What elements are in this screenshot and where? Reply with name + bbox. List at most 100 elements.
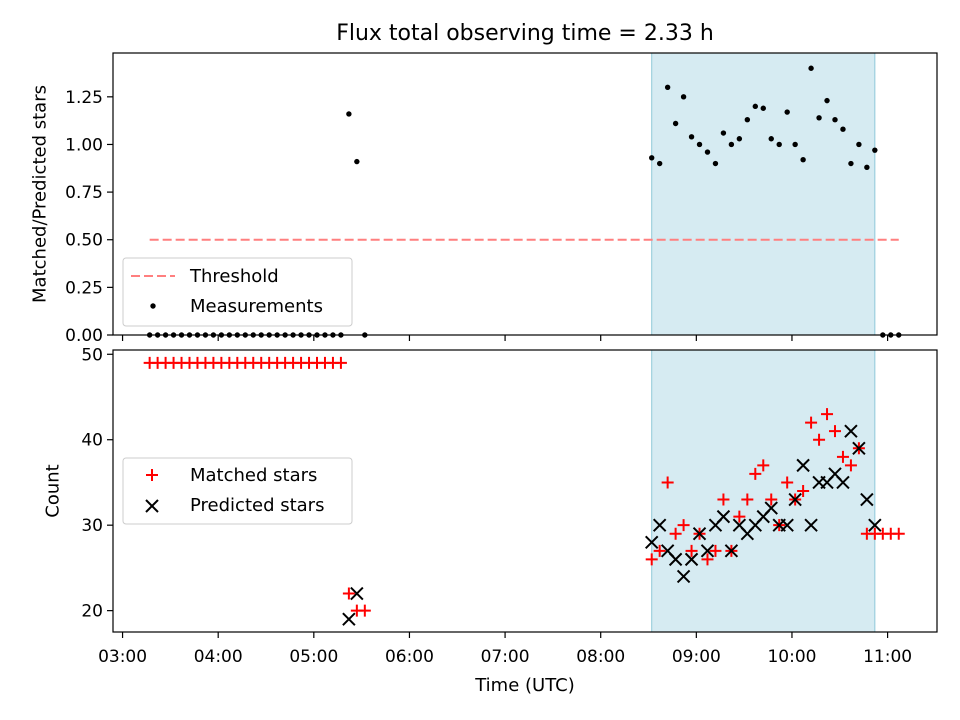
measurement-point xyxy=(784,109,790,115)
observing-span-top xyxy=(651,52,876,336)
bottom-y-axis-label: Count xyxy=(42,464,63,517)
measurement-point xyxy=(752,103,759,110)
matched-star-point xyxy=(661,476,674,489)
measurement-point xyxy=(656,160,663,167)
predicted-star-point xyxy=(836,475,850,490)
y-tick-label: 0.50 xyxy=(65,231,103,251)
x-tick-label: 03:00 xyxy=(98,647,147,667)
measurement-point xyxy=(864,164,870,171)
measurement-point xyxy=(848,160,854,167)
matched-star-point xyxy=(781,476,794,489)
top-y-ticks: 0.00 0.25 0.50 0.75 1.00 1.25 xyxy=(65,88,113,346)
top-y-axis-label: Matched/Predicted stars xyxy=(29,85,50,303)
measurement-point xyxy=(760,105,766,111)
measurement-point xyxy=(354,158,360,165)
measurement-point xyxy=(824,97,830,104)
y-tick-label: 20 xyxy=(81,602,103,622)
x-tick-label: 09:00 xyxy=(672,647,721,667)
measurement-point xyxy=(832,116,838,123)
observing-span-bottom xyxy=(651,349,876,633)
matched-star-point xyxy=(669,527,682,540)
matched-star-point xyxy=(733,510,746,523)
ratio-panel: 0.00 0.25 0.50 0.75 1.00 1.25 Matched/Predict… xyxy=(29,52,938,346)
legend-predicted-label: Predicted stars xyxy=(190,495,324,516)
bottom-axes-frame xyxy=(112,349,938,633)
predicted-star-point xyxy=(652,518,667,532)
matched-star-point xyxy=(709,544,722,557)
bottom-legend-box xyxy=(122,457,353,525)
measurement-points xyxy=(146,65,902,338)
y-tick-label: 0.00 xyxy=(65,326,103,346)
matched-star-point xyxy=(765,493,778,506)
measurement-point xyxy=(688,134,695,140)
measurement-point xyxy=(792,141,798,148)
legend-measurement-swatch xyxy=(150,303,156,309)
predicted-star-point xyxy=(668,552,683,567)
legend-predicted-swatch xyxy=(145,499,159,513)
matched-star-point xyxy=(836,450,849,463)
predicted-star-point xyxy=(716,509,731,524)
predicted-stars-points xyxy=(342,424,882,626)
measurement-point xyxy=(672,120,679,127)
measurement-point xyxy=(856,141,862,148)
matched-star-point xyxy=(805,416,818,429)
top-axes-frame xyxy=(112,52,938,336)
y-tick-label: 30 xyxy=(81,516,103,536)
measurement-point xyxy=(649,155,655,161)
y-tick-label: 1.25 xyxy=(65,88,103,108)
predicted-star-point xyxy=(724,544,739,558)
x-tick-label: 05:00 xyxy=(289,647,338,667)
bottom-x-ticks: 03:00 04:00 05:00 06:00 07:00 08:00 09:00 10:00… xyxy=(98,632,912,667)
predicted-star-point xyxy=(692,527,707,541)
top-x-ticks xyxy=(121,335,889,341)
measurement-point xyxy=(712,160,719,167)
measurement-point xyxy=(736,136,743,142)
top-legend-box xyxy=(122,257,353,327)
matched-star-point xyxy=(645,553,658,566)
matched-star-point xyxy=(358,604,371,617)
measurement-point xyxy=(744,116,751,123)
matched-star-point xyxy=(701,553,714,566)
predicted-star-point xyxy=(676,569,691,584)
predicted-star-point xyxy=(764,501,778,515)
legend-matched-label: Matched stars xyxy=(190,465,317,486)
measurement-point xyxy=(728,141,735,148)
measurement-point xyxy=(704,149,711,155)
measurement-point xyxy=(872,147,878,153)
predicted-star-point xyxy=(350,586,364,601)
x-tick-label: 07:00 xyxy=(481,647,530,667)
legend-measurement-label: Measurements xyxy=(190,296,323,317)
measurement-point xyxy=(800,157,806,163)
y-tick-label: 1.00 xyxy=(65,135,103,155)
top-legend: Threshold Measurements xyxy=(122,257,353,327)
y-tick-label: 50 xyxy=(81,345,103,365)
predicted-star-point xyxy=(796,458,810,473)
predicted-star-point xyxy=(780,518,794,532)
predicted-star-point xyxy=(684,552,699,567)
predicted-star-point xyxy=(788,492,802,507)
matched-star-point xyxy=(677,519,690,532)
x-tick-label: 08:00 xyxy=(576,647,625,667)
measurement-point xyxy=(768,136,774,142)
x-tick-label: 10:00 xyxy=(767,647,816,667)
matched-star-point xyxy=(828,425,841,438)
bottom-legend: Matched stars Predicted stars xyxy=(122,457,353,525)
predicted-star-point xyxy=(645,535,659,549)
matched-star-point xyxy=(741,493,754,506)
matched-star-point xyxy=(342,587,355,600)
y-tick-label: 0.75 xyxy=(65,183,103,203)
legend-threshold-label: Threshold xyxy=(189,266,279,287)
matched-star-point xyxy=(892,527,905,540)
predicted-star-point xyxy=(860,492,874,507)
measurement-point xyxy=(816,115,822,121)
predicted-star-point xyxy=(342,612,356,626)
measurement-point xyxy=(696,141,703,148)
measurement-point xyxy=(680,94,687,100)
matched-star-point xyxy=(757,459,770,472)
bottom-y-ticks: 20 30 40 50 xyxy=(81,345,113,622)
predicted-star-point xyxy=(844,424,858,438)
matched-stars-points xyxy=(143,356,905,617)
matched-star-point xyxy=(821,408,834,421)
matched-star-point xyxy=(844,459,857,472)
